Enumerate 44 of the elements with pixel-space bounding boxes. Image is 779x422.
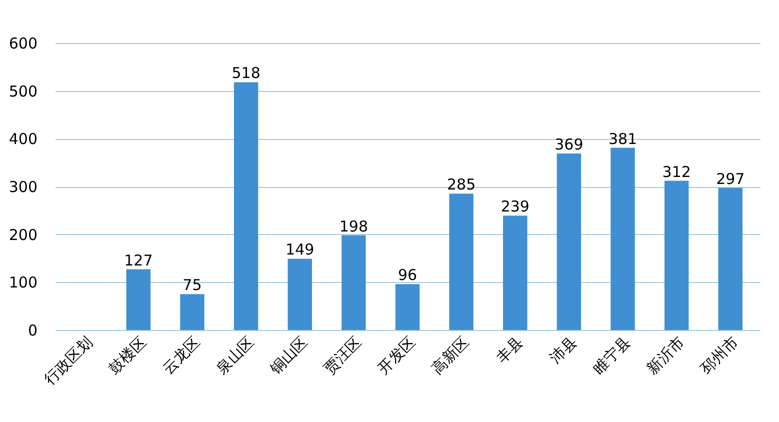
data-label: 75 xyxy=(182,276,202,294)
x-tick-label: 开发区 xyxy=(374,333,419,378)
data-label: 381 xyxy=(608,130,638,148)
bar xyxy=(449,194,474,330)
x-tick-label: 高新区 xyxy=(428,333,473,378)
bar xyxy=(718,188,743,330)
x-tick-label: 云龙区 xyxy=(159,333,204,378)
y-tick-label: 300 xyxy=(8,178,38,196)
x-tick-label: 丰县 xyxy=(492,333,526,368)
data-label: 518 xyxy=(232,64,260,82)
bar xyxy=(664,180,689,330)
data-label: 149 xyxy=(286,240,314,259)
x-tick-label: 鼓楼区 xyxy=(105,333,150,378)
x-tick-label: 铜山区 xyxy=(266,333,312,378)
data-label: 297 xyxy=(716,170,745,188)
x-tick-label: 行政区划 xyxy=(40,333,96,388)
data-label: 312 xyxy=(662,162,691,181)
y-tick-label: 0 xyxy=(28,322,38,340)
y-tick-label: 600 xyxy=(8,34,38,52)
data-label: 198 xyxy=(339,217,368,236)
x-tick-label: 新沂市 xyxy=(643,333,688,378)
x-tick-label: 沛县 xyxy=(546,333,580,368)
y-tick-label: 200 xyxy=(8,226,38,244)
bar xyxy=(126,269,151,330)
bar xyxy=(395,284,420,330)
bar xyxy=(610,148,635,330)
x-tick-label: 睢宁县 xyxy=(590,333,634,378)
y-tick-label: 100 xyxy=(8,274,38,292)
bar xyxy=(234,82,258,330)
data-label: 369 xyxy=(554,135,584,154)
bar xyxy=(503,216,528,330)
x-tick-label: 邳州市 xyxy=(697,333,742,378)
x-tick-label: 泉山区 xyxy=(212,333,258,378)
y-tick-label: 500 xyxy=(8,82,38,100)
x-tick-label: 贾汪区 xyxy=(320,333,365,378)
data-label: 239 xyxy=(500,198,530,216)
bar xyxy=(288,258,312,330)
bar xyxy=(556,153,582,330)
bar xyxy=(180,294,204,330)
data-label: 127 xyxy=(124,251,153,270)
y-tick-label: 400 xyxy=(8,130,38,148)
bar xyxy=(342,235,366,330)
data-label: 285 xyxy=(446,176,476,194)
data-label: 96 xyxy=(398,266,418,284)
